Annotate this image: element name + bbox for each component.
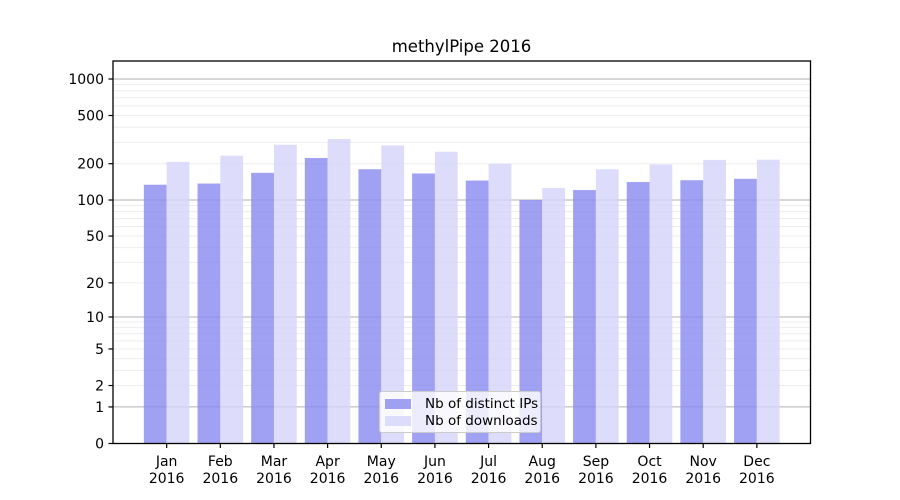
y-tick-label-2: 2 [95,378,104,394]
bar-ips-apr [304,157,328,444]
y-tick-label-200: 200 [77,157,104,173]
x-tick-label-year-nov: 2016 [685,471,721,487]
x-tick-label-month-feb: Feb [208,454,233,470]
bar-ips-sep [573,190,596,444]
x-axis: Jan2016Feb2016Mar2016Apr2016May2016Jun20… [149,443,775,487]
bar-downloads-jul [488,163,512,444]
y-tick-label-500: 500 [77,108,104,124]
x-tick-label-month-jun: Jun [423,454,446,470]
x-tick-label-month-apr: Apr [315,454,339,470]
x-tick-label-year-jan: 2016 [149,471,185,487]
legend-item-downloads: Nb of downloads [385,413,538,429]
bar-downloads-jan [166,161,190,444]
y-tick-label-50: 50 [86,229,104,245]
bar-downloads-nov [703,159,726,444]
chart-title: methylPipe 2016 [392,37,532,56]
y-tick-label-0: 0 [95,436,104,452]
x-tick-label-year-jun: 2016 [417,471,453,487]
y-tick-label-5: 5 [95,342,104,358]
bar-downloads-mar [273,144,297,444]
bar-downloads-may [381,145,405,444]
y-axis: 0 1 2 5 10 20 50 100 200 500 1000 [68,72,113,452]
bar-ips-aug [519,200,543,444]
x-tick-label-month-nov: Nov [690,454,717,470]
x-tick-label-year-may: 2016 [363,471,399,487]
x-tick-label-month-mar: Mar [261,454,288,470]
bar-downloads-aug [542,187,566,444]
legend-label-distinct-ips: Nb of distinct IPs [425,395,539,412]
bar-downloads-feb [220,155,244,444]
x-tick-label-month-oct: Oct [637,454,662,470]
x-tick-label-month-aug: Aug [529,454,556,470]
bar-ips-may [358,169,382,444]
x-tick-label-month-dec: Dec [743,454,770,470]
bar-ips-feb [197,183,221,444]
x-tick-label-year-feb: 2016 [202,471,238,487]
x-tick-label-year-apr: 2016 [310,471,346,487]
bar-ips-jan [143,184,167,444]
plot-border [112,60,812,445]
x-tick-label-year-oct: 2016 [632,471,668,487]
x-tick-label-year-jul: 2016 [471,471,507,487]
bar-downloads-sep [595,169,619,444]
y-tick-label-1: 1 [95,400,104,416]
y-tick-label-20: 20 [86,276,104,292]
bar-downloads-jun [434,151,458,444]
bar-ips-nov [680,180,704,444]
bar-ips-jul [465,180,489,444]
bar-ips-jun [412,173,435,444]
legend-item-distinct-ips: Nb of distinct IPs [385,396,538,412]
x-tick-label-month-jan: Jan [155,454,178,470]
bar-ips-mar [251,172,274,444]
bar-ips-dec [734,178,757,444]
y-tick-label-100: 100 [77,193,104,209]
bar-downloads-oct [649,164,673,444]
bar-downloads-apr [327,139,351,444]
legend: Nb of distinct IPs Nb of downloads [379,391,541,433]
x-tick-label-year-sep: 2016 [578,471,614,487]
bar-downloads-dec [756,159,780,444]
legend-label-downloads: Nb of downloads [425,412,538,429]
legend-swatch-distinct-ips [385,398,411,409]
bar-ips-oct [626,182,650,444]
y-tick-label-10: 10 [86,310,104,326]
bars [143,139,780,444]
x-tick-label-year-mar: 2016 [256,471,292,487]
legend-swatch-downloads [385,415,411,426]
x-tick-label-month-may: May [367,454,396,470]
x-tick-label-month-jul: Jul [479,454,497,470]
x-tick-label-month-sep: Sep [583,454,610,470]
x-tick-label-year-aug: 2016 [524,471,560,487]
x-tick-label-year-dec: 2016 [739,471,775,487]
y-tick-label-1000: 1000 [68,72,104,88]
